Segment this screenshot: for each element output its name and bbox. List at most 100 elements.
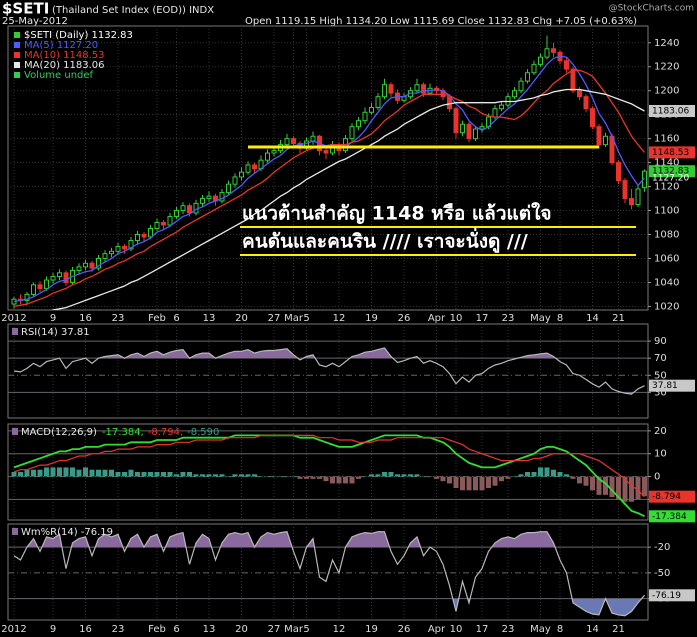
- y-tick-label: 90: [654, 336, 667, 347]
- histogram-bar: [453, 476, 459, 488]
- candle-body: [291, 138, 296, 144]
- candle-body: [356, 120, 361, 128]
- histogram-bar: [31, 469, 36, 477]
- y-tick-label: 30: [654, 387, 667, 398]
- candle-body: [167, 216, 173, 226]
- x-tick-label: 14: [586, 313, 599, 324]
- threshold-fill: [26, 531, 556, 548]
- histogram-bar: [408, 474, 413, 477]
- x-tick-label: 6: [173, 313, 179, 324]
- histogram-bar: [388, 472, 394, 477]
- candle-body: [616, 162, 621, 182]
- x-tick-label: 14: [586, 624, 599, 635]
- candle-body: [57, 272, 62, 277]
- legend-swatch: [14, 42, 20, 48]
- histogram-bar: [499, 476, 504, 482]
- candle-body: [583, 96, 589, 110]
- y-tick-label: 1220: [654, 62, 679, 73]
- x-tick-label: Apr: [428, 313, 446, 324]
- histogram-bar: [518, 474, 524, 477]
- histogram-bar: [525, 472, 530, 477]
- candle-body: [453, 108, 459, 134]
- histogram-bar: [24, 469, 30, 477]
- chart-subtitle: (Thailand Set Index (EOD)) INDX: [52, 5, 214, 16]
- histogram-bar: [70, 467, 75, 477]
- histogram-bar: [323, 476, 329, 482]
- panel-plot: [13, 531, 645, 617]
- histogram-bar: [252, 474, 257, 477]
- candle-body: [180, 205, 186, 212]
- panel-title: Wm%R(14) -76.19: [21, 527, 113, 538]
- histogram-bar: [369, 474, 374, 477]
- candle-body: [128, 239, 134, 250]
- histogram-bar: [440, 476, 446, 482]
- y-tick-label: 1120: [654, 182, 679, 193]
- candle-body: [421, 84, 426, 94]
- value-box-label: -8.794: [652, 492, 681, 502]
- x-tick-label: 26: [398, 624, 411, 635]
- x-tick-label: 2012: [1, 313, 26, 324]
- threshold-fill: [98, 347, 556, 359]
- histogram-bar: [148, 472, 153, 477]
- legend-swatch: [14, 72, 20, 78]
- y-tick-label: 70: [654, 353, 667, 364]
- histogram-bar: [57, 467, 62, 477]
- legend-label: Volume undef: [24, 70, 94, 81]
- panel-icon: [12, 328, 18, 335]
- histogram-bar: [180, 472, 186, 477]
- candle-body: [525, 72, 530, 82]
- candle-body: [265, 152, 270, 161]
- candle-body: [570, 68, 576, 92]
- histogram-bar: [278, 476, 283, 478]
- candle-body: [76, 266, 82, 271]
- x-tick-label: 21: [612, 313, 625, 324]
- value-box: [649, 105, 695, 118]
- x-tick-label: 13: [203, 624, 216, 635]
- x-tick-label: Mar: [284, 624, 304, 635]
- histogram-bar: [239, 474, 244, 477]
- histogram-bar: [122, 472, 127, 477]
- panel-value: -17.384,: [102, 427, 144, 438]
- candle-body: [83, 262, 88, 268]
- x-tick-label: 9: [50, 624, 56, 635]
- legend-swatch: [14, 62, 20, 68]
- y-tick-label: 1020: [654, 301, 679, 312]
- candle-body: [109, 250, 114, 255]
- histogram-bar: [128, 469, 134, 477]
- legend-swatch: [14, 32, 20, 38]
- histogram-bar: [310, 476, 316, 479]
- y-tick-label: 0: [654, 472, 660, 483]
- histogram-bar: [187, 472, 192, 477]
- histogram-bar: [232, 474, 238, 477]
- histogram-bar: [382, 472, 387, 477]
- histogram-bar: [297, 476, 303, 479]
- x-tick-label: 10: [450, 624, 463, 635]
- candle-body: [551, 48, 556, 53]
- candle-body: [479, 126, 485, 130]
- histogram-bar: [486, 476, 491, 488]
- y-tick-label: 1040: [654, 277, 679, 288]
- x-tick-label: 26: [398, 313, 411, 324]
- histogram-bar: [206, 474, 212, 477]
- candle-body: [603, 135, 608, 146]
- candle-body: [369, 106, 374, 113]
- histogram-bar: [330, 476, 335, 484]
- candle-body: [102, 253, 108, 259]
- x-tick-label: 20: [235, 624, 248, 635]
- candle-body: [447, 96, 452, 110]
- histogram-bar: [531, 472, 537, 477]
- threshold-fill: [452, 598, 642, 616]
- histogram-bar: [616, 476, 621, 500]
- candle-body: [206, 195, 212, 200]
- histogram-bar: [596, 476, 602, 495]
- histogram-bar: [200, 474, 205, 477]
- candle-body: [141, 234, 147, 238]
- histogram-bar: [115, 472, 121, 477]
- candle-body: [512, 90, 517, 98]
- histogram-bar: [76, 469, 82, 477]
- legend-label: MA(5) 1127.20: [24, 40, 98, 51]
- histogram-bar: [356, 476, 361, 479]
- y-tick-label: -20: [654, 542, 670, 553]
- y-tick-label: 10: [654, 449, 667, 460]
- histogram-bar: [304, 476, 309, 479]
